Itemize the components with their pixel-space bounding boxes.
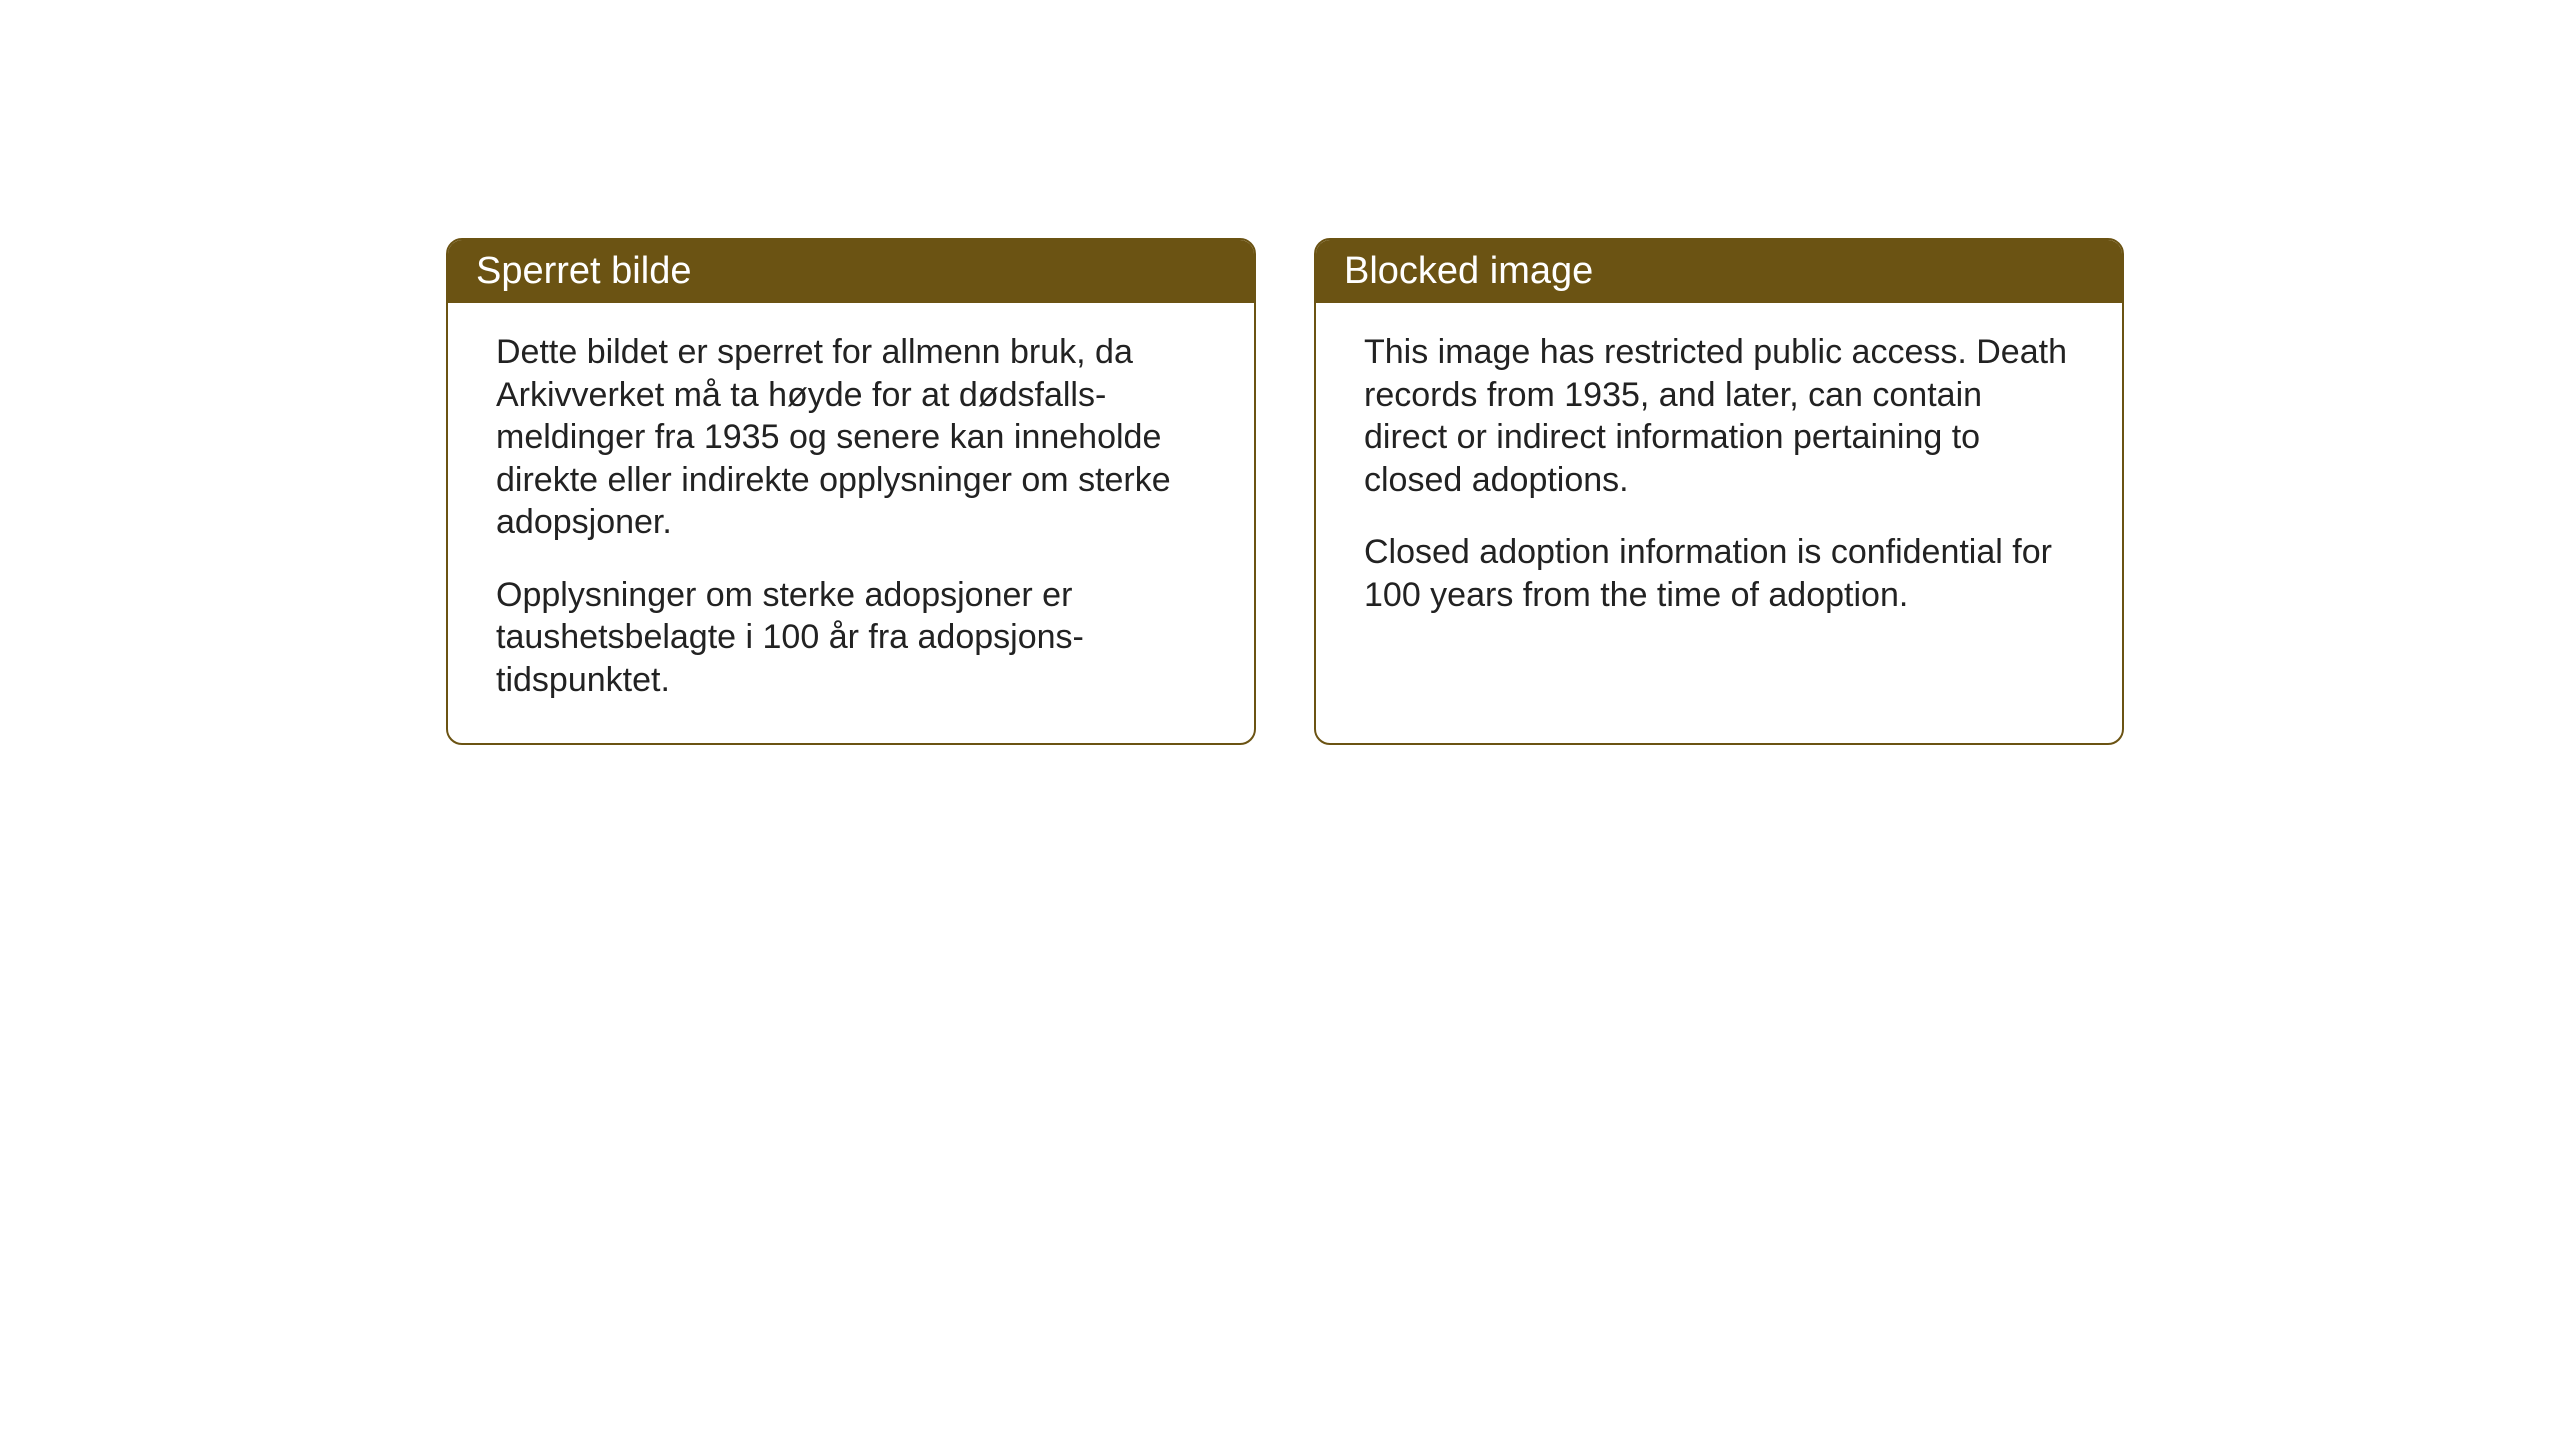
card-header-norwegian: Sperret bilde: [448, 240, 1254, 303]
notice-card-norwegian: Sperret bilde Dette bildet er sperret fo…: [446, 238, 1256, 745]
paragraph-2: Closed adoption information is confident…: [1364, 531, 2074, 616]
paragraph-1: Dette bildet er sperret for allmenn bruk…: [496, 331, 1206, 544]
card-header-english: Blocked image: [1316, 240, 2122, 303]
notice-cards-container: Sperret bilde Dette bildet er sperret fo…: [446, 238, 2124, 745]
notice-card-english: Blocked image This image has restricted …: [1314, 238, 2124, 745]
paragraph-1: This image has restricted public access.…: [1364, 331, 2074, 501]
card-body-norwegian: Dette bildet er sperret for allmenn bruk…: [448, 303, 1254, 743]
card-body-english: This image has restricted public access.…: [1316, 303, 2122, 658]
paragraph-2: Opplysninger om sterke adopsjoner er tau…: [496, 574, 1206, 702]
